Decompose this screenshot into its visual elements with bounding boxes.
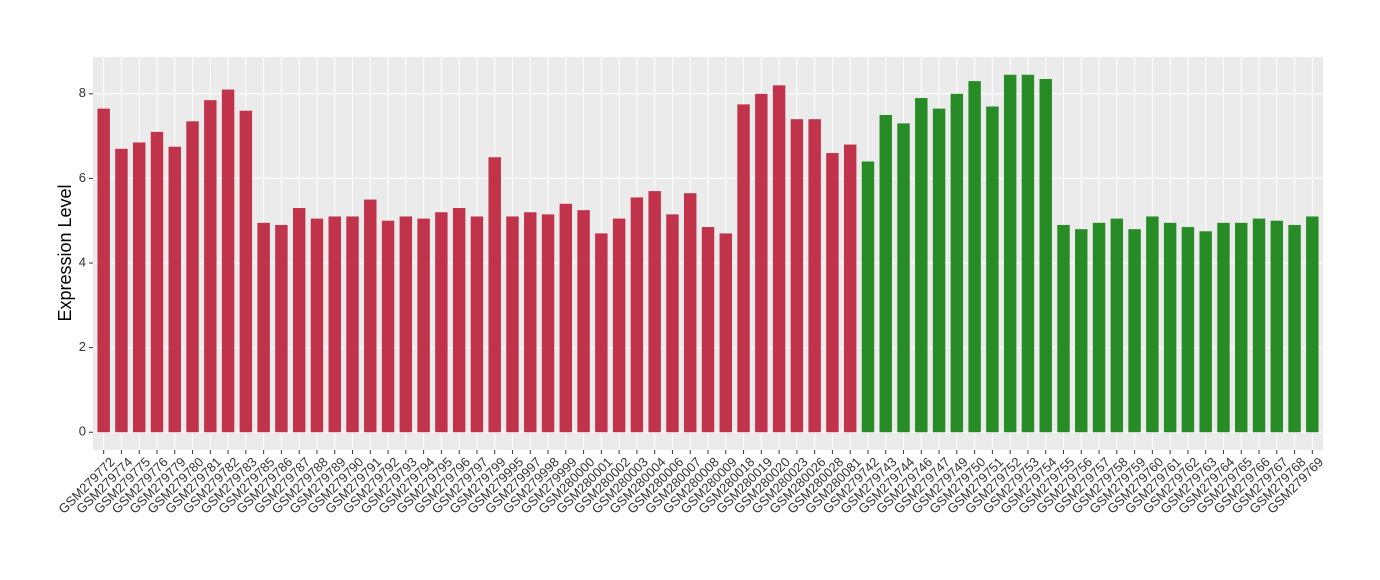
bar bbox=[932, 108, 946, 433]
bar bbox=[1021, 74, 1035, 433]
bar bbox=[150, 131, 164, 433]
bar bbox=[701, 227, 715, 433]
bar bbox=[364, 199, 377, 433]
y-tick-label: 0 bbox=[79, 424, 86, 439]
bar bbox=[381, 220, 395, 433]
bar bbox=[897, 123, 910, 433]
bar bbox=[168, 146, 181, 433]
bar bbox=[470, 216, 484, 433]
bar bbox=[204, 100, 217, 433]
bar bbox=[684, 193, 697, 433]
bar bbox=[115, 148, 128, 433]
bar bbox=[861, 161, 875, 433]
y-tick-label: 2 bbox=[79, 339, 86, 354]
bar bbox=[1181, 227, 1195, 433]
bar bbox=[506, 216, 519, 433]
bar bbox=[435, 212, 448, 433]
bar bbox=[132, 142, 146, 433]
bar bbox=[399, 216, 413, 433]
bar bbox=[719, 233, 732, 433]
bar bbox=[1128, 229, 1141, 433]
y-tick-label: 6 bbox=[79, 170, 86, 185]
bar bbox=[541, 214, 555, 433]
bar bbox=[559, 203, 573, 433]
bar bbox=[826, 153, 839, 433]
bar bbox=[879, 114, 892, 433]
bar bbox=[221, 89, 235, 433]
bar bbox=[1092, 222, 1106, 433]
bar bbox=[1217, 222, 1230, 433]
bar bbox=[790, 119, 804, 433]
bar bbox=[524, 212, 537, 433]
bar bbox=[1288, 224, 1301, 433]
bar bbox=[772, 85, 786, 433]
bar bbox=[630, 197, 644, 433]
bar bbox=[950, 93, 964, 433]
bar bbox=[346, 216, 359, 433]
bar bbox=[755, 93, 768, 433]
bar bbox=[1003, 74, 1017, 433]
bar bbox=[1199, 231, 1212, 433]
bar bbox=[986, 106, 999, 433]
bar bbox=[1039, 78, 1052, 433]
y-tick-label: 4 bbox=[79, 254, 86, 269]
bar bbox=[1075, 229, 1088, 433]
bar bbox=[666, 214, 679, 433]
y-axis-label: Expression Level bbox=[55, 184, 75, 321]
bar bbox=[1306, 216, 1319, 433]
bar bbox=[488, 157, 501, 433]
bar bbox=[452, 208, 466, 433]
bar bbox=[968, 81, 981, 433]
bar bbox=[808, 119, 821, 433]
bar bbox=[310, 218, 324, 433]
bar bbox=[1163, 222, 1177, 433]
bar bbox=[915, 98, 928, 433]
bar bbox=[292, 208, 306, 433]
bar bbox=[577, 210, 590, 433]
bar bbox=[239, 110, 253, 433]
bar bbox=[275, 224, 288, 433]
bar bbox=[595, 233, 608, 433]
bar bbox=[648, 191, 661, 433]
bar bbox=[186, 121, 199, 433]
bar bbox=[612, 218, 626, 433]
bar bbox=[1270, 220, 1284, 433]
bar bbox=[1057, 224, 1070, 433]
y-tick-label: 8 bbox=[79, 85, 86, 100]
bar bbox=[417, 218, 430, 433]
bar bbox=[1110, 218, 1124, 433]
bar bbox=[328, 216, 341, 433]
bar bbox=[1146, 216, 1159, 433]
bar bbox=[737, 104, 750, 433]
bar bbox=[97, 108, 110, 433]
bar bbox=[1235, 222, 1248, 433]
bar bbox=[1252, 218, 1266, 433]
bar bbox=[843, 144, 857, 433]
bar bbox=[257, 222, 270, 433]
